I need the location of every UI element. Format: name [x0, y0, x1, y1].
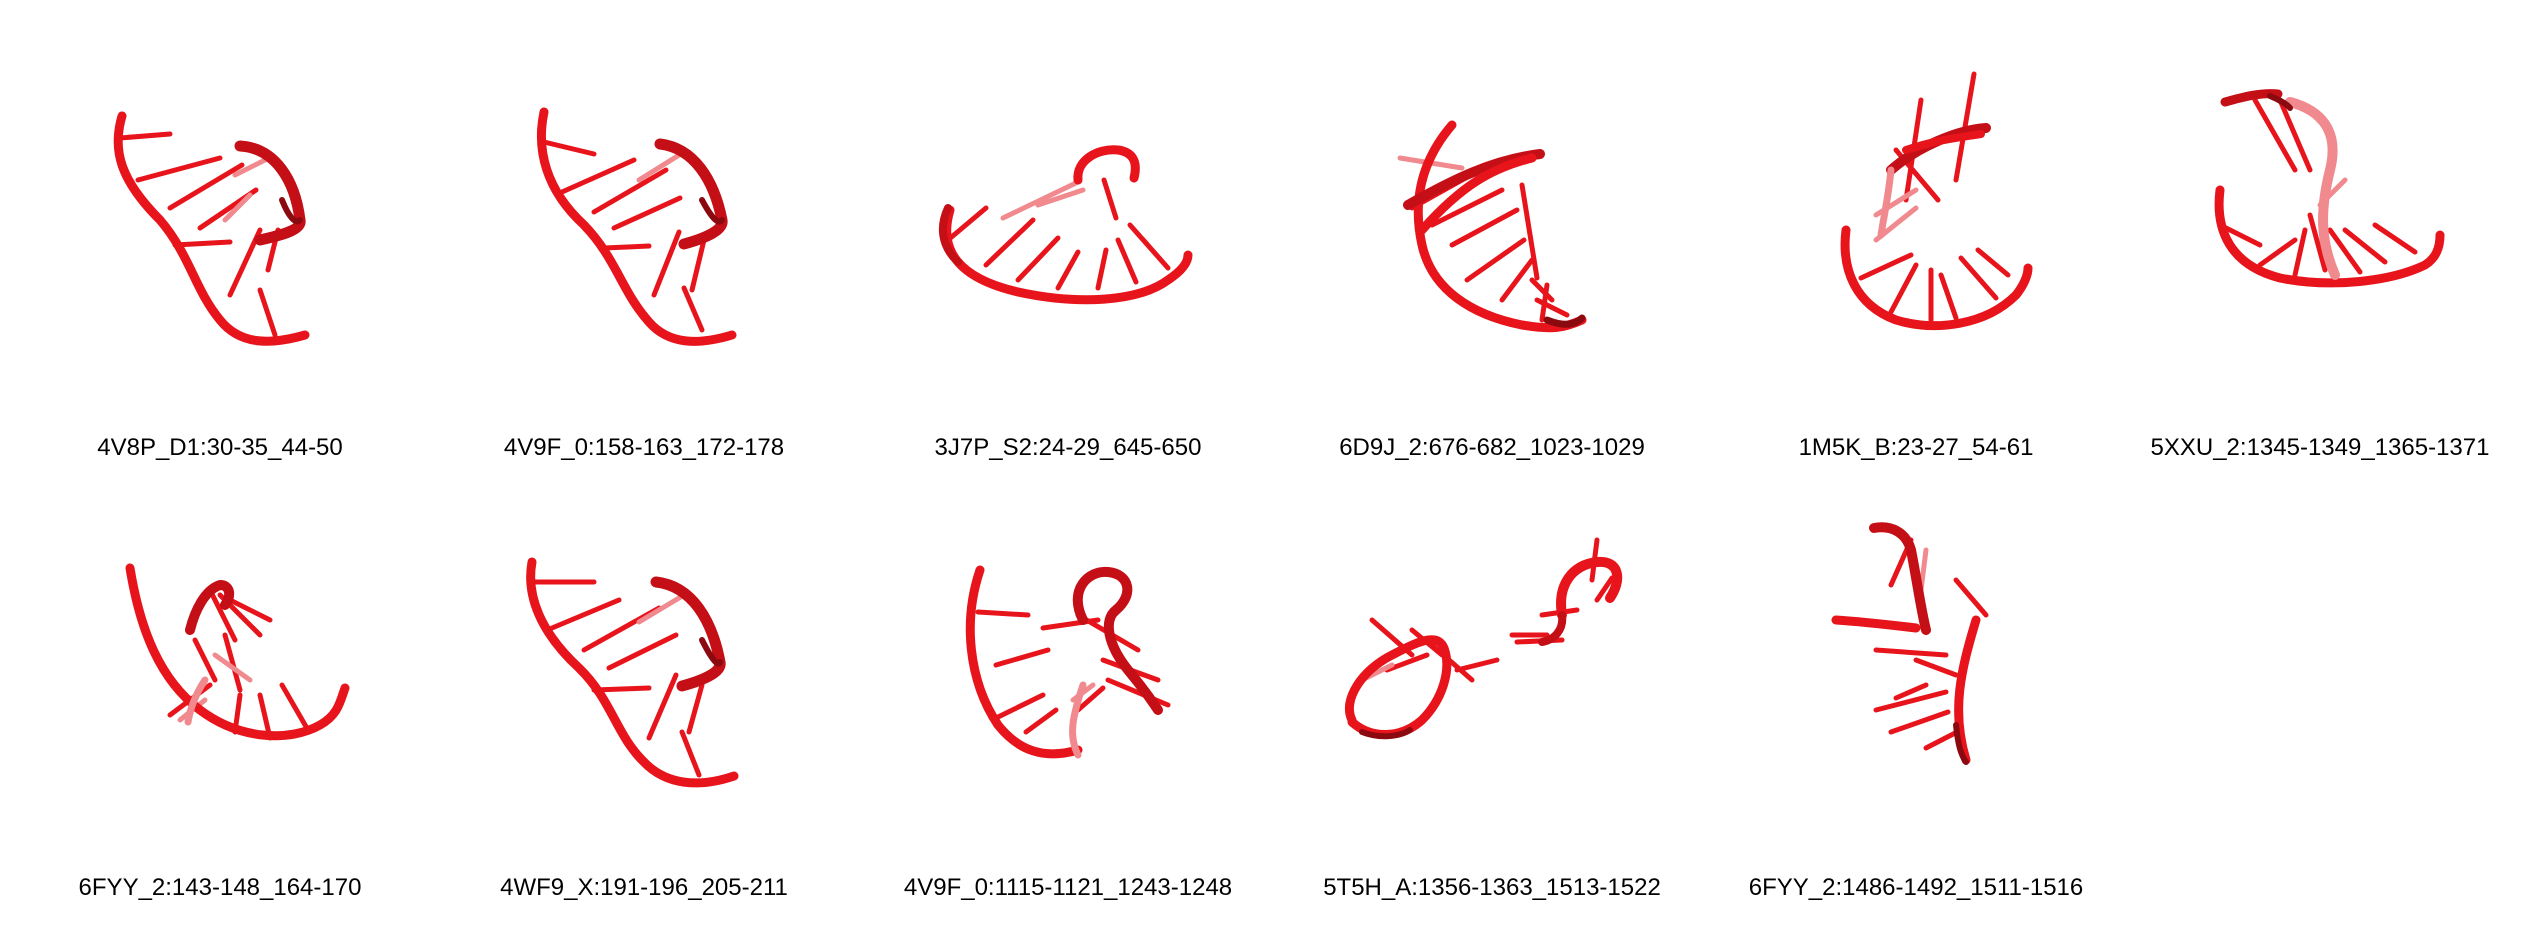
- rna-structure-image: [1831, 522, 1989, 765]
- structure-label: 4WF9_X:191-196_205-211: [500, 874, 788, 901]
- structure-tile: 4V9F_0:158-163_172-178: [444, 30, 844, 470]
- structure-tile: 4WF9_X:191-196_205-211: [444, 470, 844, 910]
- structure-tile: 6D9J_2:676-682_1023-1029: [1292, 30, 1692, 470]
- rna-structure-image: [965, 565, 1171, 759]
- structure-tile: 5XXU_2:1345-1349_1365-1371: [2120, 30, 2520, 470]
- structure-tile: 1M5K_B:23-27_54-61: [1716, 30, 2116, 470]
- structure-label: 4V9F_0:1115-1121_1243-1248: [903, 874, 1233, 901]
- structure-label: 6D9J_2:676-682_1023-1029: [1339, 434, 1645, 461]
- rna-structure-image: [537, 107, 737, 346]
- structure-label: 6FYY_2:143-148_164-170: [78, 874, 362, 901]
- rna-structure-image: [1840, 71, 2033, 331]
- structure-label: 6FYY_2:1486-1492_1511-1516: [1748, 874, 2084, 901]
- rna-structure-image: [125, 563, 350, 741]
- structure-label: 5T5H_A:1356-1363_1513-1522: [1323, 874, 1661, 901]
- structure-tile: 6FYY_2:143-148_164-170: [20, 470, 420, 910]
- structure-tile: 3J7P_S2:24-29_645-650: [868, 30, 1268, 470]
- rna-structure-image: [1344, 537, 1623, 740]
- structure-tile: 6FYY_2:1486-1492_1511-1516: [1716, 470, 2116, 910]
- structure-label: 3J7P_S2:24-29_645-650: [934, 434, 1202, 461]
- rna-structure-image: [113, 111, 310, 346]
- rna-structure-image: [2214, 89, 2445, 288]
- rna-structure-image: [1397, 120, 1587, 333]
- rna-structure-image: [526, 557, 739, 788]
- structure-tile: 4V8P_D1:30-35_44-50: [20, 30, 420, 470]
- structure-label: 5XXU_2:1345-1349_1365-1371: [2150, 434, 2490, 461]
- structure-label: 4V8P_D1:30-35_44-50: [97, 434, 343, 461]
- structure-tile: 5T5H_A:1356-1363_1513-1522: [1292, 470, 1692, 910]
- rna-structure-image: [938, 145, 1193, 305]
- structure-label: 4V9F_0:158-163_172-178: [503, 434, 785, 461]
- structure-label: 1M5K_B:23-27_54-61: [1798, 434, 2034, 461]
- structure-tile: 4V9F_0:1115-1121_1243-1248: [868, 470, 1268, 910]
